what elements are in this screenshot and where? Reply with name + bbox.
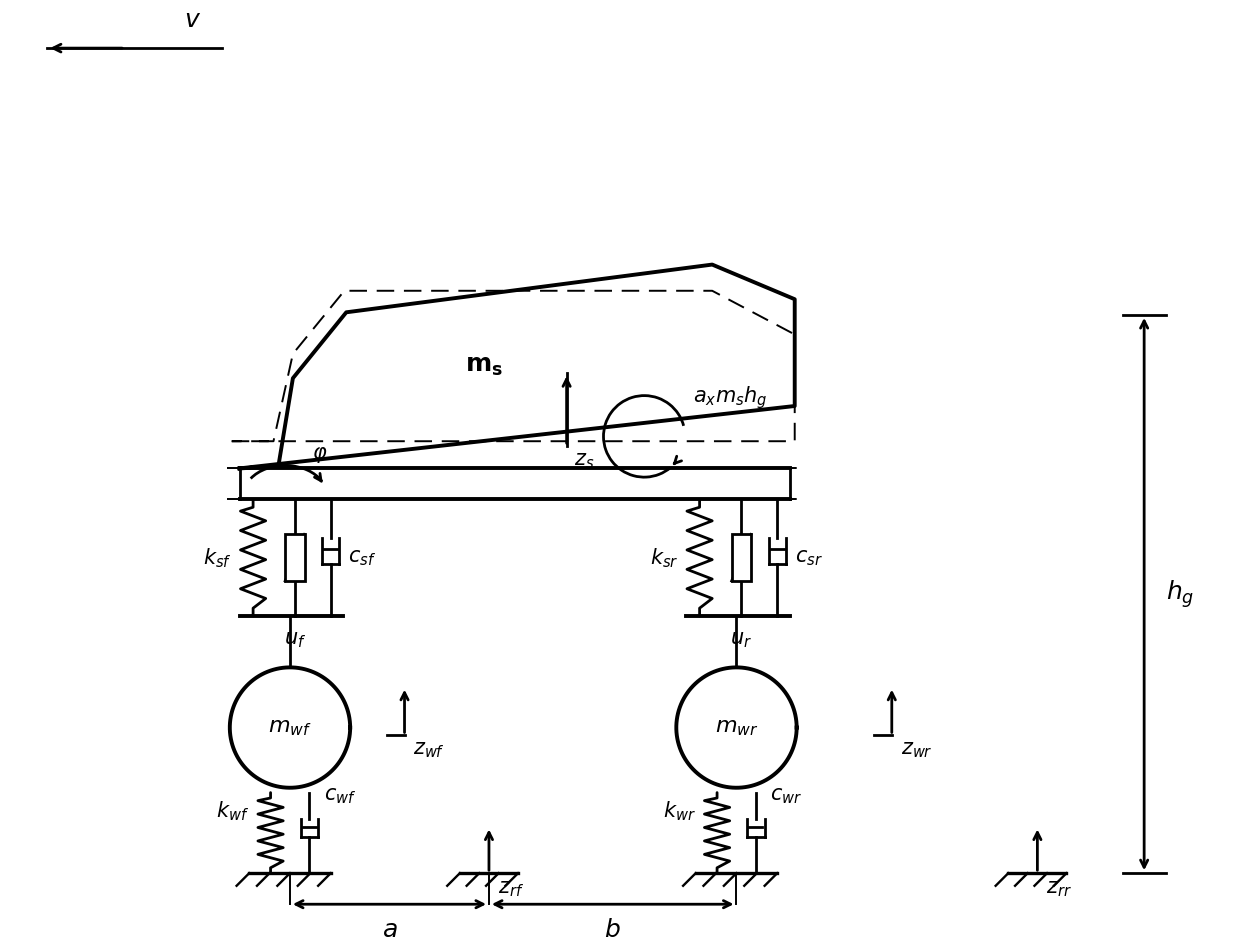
- Bar: [285, 535, 305, 581]
- Text: $z_{wr}$: $z_{wr}$: [900, 740, 932, 760]
- Text: $z_{rf}$: $z_{rf}$: [497, 879, 523, 899]
- Text: $b$: $b$: [604, 918, 621, 942]
- Text: $a$: $a$: [382, 918, 397, 942]
- Text: $\mathbf{m_s}$: $\mathbf{m_s}$: [465, 355, 503, 378]
- Text: $\varphi$: $\varphi$: [312, 445, 327, 466]
- Text: $c_{sr}$: $c_{sr}$: [795, 548, 822, 568]
- Text: $v$: $v$: [185, 8, 201, 32]
- Bar: [732, 535, 751, 581]
- Text: $a_xm_sh_g$: $a_xm_sh_g$: [693, 384, 768, 411]
- Text: $m_{wr}$: $m_{wr}$: [714, 718, 759, 737]
- Text: $m_{wf}$: $m_{wf}$: [268, 718, 312, 737]
- Text: $c_{wf}$: $c_{wf}$: [324, 786, 356, 806]
- Text: $z_{rr}$: $z_{rr}$: [1047, 879, 1071, 899]
- Text: $k_{wf}$: $k_{wf}$: [216, 800, 249, 823]
- Text: $c_{sf}$: $c_{sf}$: [348, 548, 376, 568]
- Text: $u_f$: $u_f$: [284, 630, 306, 650]
- Text: $k_{sr}$: $k_{sr}$: [650, 546, 678, 570]
- Text: $u_r$: $u_r$: [730, 630, 753, 650]
- Text: $z_s$: $z_s$: [574, 451, 595, 471]
- Text: $h_g$: $h_g$: [1166, 578, 1194, 610]
- Text: $z_{wf}$: $z_{wf}$: [413, 740, 445, 760]
- Text: $k_{wr}$: $k_{wr}$: [663, 800, 696, 823]
- Text: $c_{wr}$: $c_{wr}$: [770, 786, 802, 806]
- Text: $k_{sf}$: $k_{sf}$: [203, 546, 232, 570]
